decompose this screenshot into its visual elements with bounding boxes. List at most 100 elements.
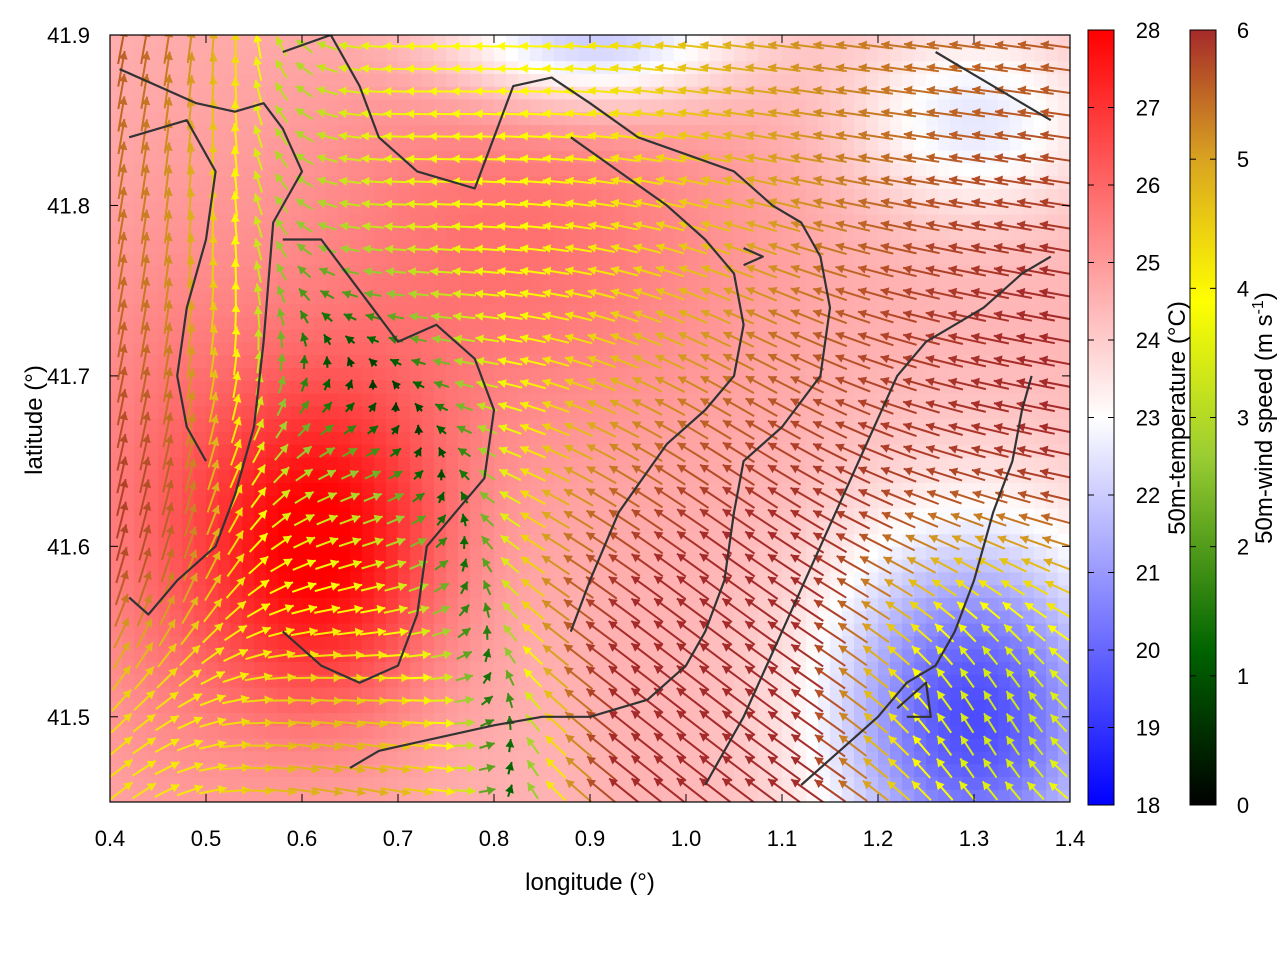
heatmap-cell bbox=[482, 303, 495, 317]
heatmap-cell bbox=[638, 507, 651, 522]
heatmap-cell bbox=[230, 776, 243, 790]
heatmap-cell bbox=[146, 725, 159, 739]
heatmap-cell bbox=[590, 763, 603, 778]
heatmap-cell bbox=[1022, 699, 1035, 714]
heatmap-cell bbox=[338, 635, 351, 650]
heatmap-cell bbox=[410, 303, 423, 317]
heatmap-cell bbox=[290, 750, 303, 765]
heatmap-cell bbox=[350, 571, 363, 586]
heatmap-cell bbox=[1058, 686, 1070, 701]
heatmap-cell bbox=[974, 367, 987, 381]
heatmap-cell bbox=[422, 98, 435, 113]
heatmap-cell bbox=[566, 405, 579, 420]
heatmap-cell bbox=[146, 175, 159, 189]
heatmap-cell bbox=[398, 418, 411, 432]
heatmap-cell bbox=[482, 750, 495, 765]
heatmap-cell bbox=[578, 252, 591, 266]
heatmap-cell bbox=[206, 686, 219, 701]
heatmap-cell bbox=[494, 495, 507, 509]
heatmap-cell bbox=[434, 725, 447, 739]
heatmap-cell bbox=[662, 776, 675, 790]
heatmap-cell bbox=[926, 712, 939, 726]
heatmap-cell bbox=[446, 380, 459, 394]
heatmap-cell bbox=[410, 277, 423, 292]
heatmap-cell bbox=[266, 290, 279, 305]
heatmap-cell bbox=[170, 265, 183, 279]
heatmap-cell bbox=[374, 584, 387, 599]
heatmap-cell bbox=[350, 584, 363, 599]
heatmap-cell bbox=[842, 47, 855, 62]
heatmap-cell bbox=[194, 520, 207, 535]
heatmap-cell bbox=[254, 610, 267, 624]
heatmap-cell bbox=[422, 354, 435, 368]
heatmap-cell bbox=[974, 47, 987, 62]
heatmap-cell bbox=[998, 635, 1011, 650]
heatmap-cell bbox=[614, 367, 627, 381]
heatmap-cell bbox=[530, 137, 543, 151]
heatmap-cell bbox=[302, 763, 315, 778]
heatmap-cell bbox=[878, 73, 891, 87]
heatmap-cell bbox=[470, 226, 483, 241]
heatmap-cell bbox=[614, 316, 627, 330]
heatmap-cell bbox=[134, 686, 147, 701]
heatmap-cell bbox=[698, 73, 711, 87]
heatmap-cell bbox=[578, 623, 591, 637]
heatmap-cell bbox=[638, 226, 651, 241]
heatmap-cell bbox=[398, 252, 411, 266]
heatmap-cell bbox=[446, 546, 459, 560]
heatmap-cell bbox=[566, 456, 579, 471]
heatmap-cell bbox=[290, 73, 303, 87]
heatmap-cell bbox=[314, 137, 327, 151]
heatmap-cell bbox=[554, 213, 567, 228]
heatmap-cell bbox=[938, 380, 951, 394]
heatmap-cell bbox=[242, 47, 255, 62]
heatmap-cell bbox=[218, 750, 231, 765]
heatmap-cell bbox=[878, 648, 891, 662]
heatmap-cell bbox=[434, 482, 447, 496]
heatmap-cell bbox=[542, 213, 555, 228]
heatmap-cell bbox=[470, 661, 483, 675]
heatmap-cell bbox=[962, 277, 975, 292]
heatmap-cell bbox=[386, 635, 399, 650]
heatmap-cell bbox=[194, 469, 207, 484]
heatmap-cell bbox=[278, 226, 291, 241]
heatmap-cell bbox=[578, 277, 591, 292]
heatmap-cell bbox=[182, 725, 195, 739]
heatmap-cell bbox=[710, 188, 723, 202]
heatmap-cell bbox=[1010, 776, 1023, 790]
heatmap-cell bbox=[110, 86, 123, 100]
heatmap-cell bbox=[470, 686, 483, 701]
heatmap-cell bbox=[554, 686, 567, 701]
heatmap-cell bbox=[590, 47, 603, 62]
heatmap-cell bbox=[374, 60, 387, 74]
heatmap-cell bbox=[266, 623, 279, 637]
heatmap-cell bbox=[230, 584, 243, 599]
heatmap-cell bbox=[686, 98, 699, 113]
heatmap-cell bbox=[266, 533, 279, 547]
heatmap-cell bbox=[398, 367, 411, 381]
heatmap-cell bbox=[398, 482, 411, 496]
heatmap-cell bbox=[506, 252, 519, 266]
heatmap-cell bbox=[482, 367, 495, 381]
heatmap-cell bbox=[554, 150, 567, 164]
heatmap-cell bbox=[410, 47, 423, 62]
heatmap-cell bbox=[146, 111, 159, 126]
heatmap-cell bbox=[710, 277, 723, 292]
heatmap-cell bbox=[602, 763, 615, 778]
heatmap-cell bbox=[494, 725, 507, 739]
heatmap-cell bbox=[218, 418, 231, 432]
heatmap-cell bbox=[422, 750, 435, 765]
heatmap-cell bbox=[686, 750, 699, 765]
heatmap-cell bbox=[314, 571, 327, 586]
heatmap-cell bbox=[530, 367, 543, 381]
heatmap-cell bbox=[350, 686, 363, 701]
heatmap-cell bbox=[422, 392, 435, 407]
heatmap-cell bbox=[566, 431, 579, 445]
heatmap-cell bbox=[362, 507, 375, 522]
heatmap-cell bbox=[374, 303, 387, 317]
heatmap-cell bbox=[638, 73, 651, 87]
heatmap-cell bbox=[434, 111, 447, 126]
heatmap-cell bbox=[962, 392, 975, 407]
heatmap-cell bbox=[362, 725, 375, 739]
heatmap-cell bbox=[470, 341, 483, 356]
